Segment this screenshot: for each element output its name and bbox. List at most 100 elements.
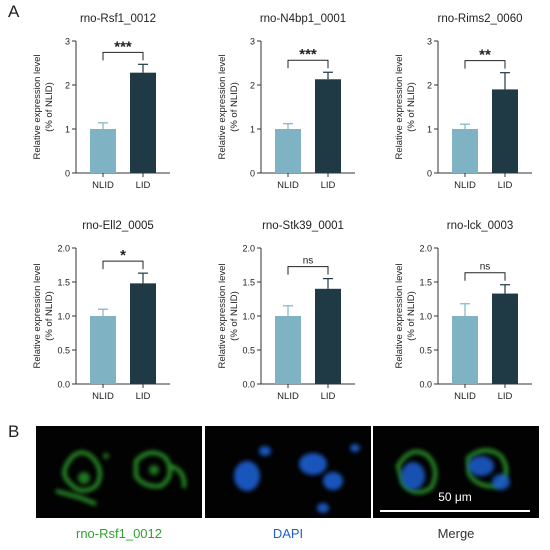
- significance-label: ns: [480, 262, 491, 273]
- x-tick-label: NLID: [454, 180, 476, 191]
- y-axis-label: Relative expression level: [394, 263, 405, 368]
- bar-chart-ell2: rno-Ell2_0005 0.0 0.5 1.0 1.5 2.0 Relative exp…: [32, 220, 170, 402]
- y-tick-label: 3: [65, 37, 70, 47]
- y-axis-label: Relative expression level: [394, 54, 405, 159]
- bar-chart-stk39: rno-Stk39_0001 0.0 0.5 1.0 1.5 2.0 Relative ex…: [217, 220, 355, 402]
- caption-merge: Merge: [437, 526, 475, 541]
- bar-nlid: [90, 316, 116, 384]
- chart-title: rno-Rsf1_0012: [80, 13, 156, 25]
- y-tick-label: 0.5: [419, 346, 432, 356]
- x-tick-label: LID: [498, 391, 513, 402]
- micrograph-merge: [373, 426, 539, 518]
- significance-label: ***: [114, 38, 132, 55]
- x-tick-label: LID: [136, 391, 151, 402]
- panel-b-label: B: [8, 422, 20, 441]
- y-axis-label: Relative expression level: [217, 54, 228, 159]
- chart-title: rno-N4bp1_0001: [260, 13, 346, 25]
- y-tick-label: 2: [250, 81, 255, 91]
- bar-nlid: [452, 129, 478, 173]
- x-tick-label: LID: [498, 180, 513, 191]
- y-tick-label: 0: [427, 169, 432, 179]
- x-tick-label: NLID: [277, 391, 299, 402]
- x-tick-label: LID: [321, 391, 336, 402]
- bar-nlid: [90, 129, 116, 173]
- caption-dapi: DAPI: [272, 526, 304, 541]
- y-axis-label-unit: (% of NLID): [44, 82, 55, 132]
- chart-title: rno-lck_0003: [447, 220, 513, 232]
- y-tick-label: 1.0: [242, 312, 255, 322]
- bar-lid: [492, 293, 518, 384]
- y-tick-label: 0: [65, 169, 70, 179]
- y-tick-label: 2.0: [419, 244, 432, 254]
- y-tick-label: 2: [427, 81, 432, 91]
- bar-lid: [315, 288, 341, 384]
- y-tick-label: 3: [250, 37, 255, 47]
- bar-chart-n4bp1: rno-N4bp1_0001 0 1 2 3 Relative expression le…: [217, 13, 355, 191]
- y-tick-label: 2.0: [242, 244, 255, 254]
- y-tick-label: 0.0: [242, 380, 255, 390]
- y-tick-label: 1: [427, 125, 432, 135]
- merged-signal-image: [395, 448, 510, 495]
- bar-nlid: [275, 129, 301, 173]
- y-tick-label: 1.5: [419, 278, 432, 288]
- significance-label: ns: [303, 256, 314, 267]
- significance-bracket: [464, 272, 506, 281]
- x-tick-label: NLID: [92, 180, 114, 191]
- scale-bar-label: 50 μm: [438, 490, 472, 504]
- significance-bracket: [102, 51, 144, 61]
- bar-lid: [315, 79, 341, 173]
- y-tick-label: 1.0: [419, 312, 432, 322]
- bar-nlid: [452, 316, 478, 384]
- bar-lid: [130, 72, 156, 173]
- panel-a-label: A: [8, 2, 20, 21]
- significance-bracket: [287, 266, 329, 275]
- bar-nlid: [275, 316, 301, 384]
- x-tick-label: NLID: [454, 391, 476, 402]
- y-tick-label: 0.5: [242, 346, 255, 356]
- y-axis-label: Relative expression level: [32, 263, 43, 368]
- y-axis-label: Relative expression level: [217, 263, 228, 368]
- caption-rsf1: rno-Rsf1_0012: [76, 526, 162, 541]
- x-tick-label: NLID: [92, 391, 114, 402]
- y-tick-label: 1: [65, 125, 70, 135]
- y-tick-label: 0.0: [419, 380, 432, 390]
- y-tick-label: 1.5: [57, 278, 70, 288]
- green-signal-image: [55, 450, 187, 506]
- micrograph-rsf1: [36, 426, 202, 518]
- x-tick-label: LID: [136, 180, 151, 191]
- y-tick-label: 0.5: [57, 346, 70, 356]
- y-axis-label-unit: (% of NLID): [44, 291, 55, 341]
- chart-title: rno-Stk39_0001: [262, 220, 344, 232]
- scale-bar: [380, 510, 530, 512]
- bar-chart-rims2: rno-Rims2_0060 0 1 2 3 Relative expression le…: [394, 13, 532, 191]
- y-axis-label-unit: (% of NLID): [406, 291, 417, 341]
- y-tick-label: 3: [427, 37, 432, 47]
- x-tick-label: NLID: [277, 180, 299, 191]
- chart-title: rno-Ell2_0005: [82, 220, 154, 232]
- y-axis-label: Relative expression level: [32, 54, 43, 159]
- chart-title: rno-Rims2_0060: [437, 13, 522, 25]
- significance-bracket: [102, 260, 144, 270]
- y-tick-label: 1.5: [242, 278, 255, 288]
- micrograph-dapi: [205, 426, 371, 518]
- significance-bracket: [464, 60, 506, 69]
- y-tick-label: 0.0: [57, 380, 70, 390]
- y-tick-label: 2.0: [57, 244, 70, 254]
- y-tick-label: 0: [250, 169, 255, 179]
- y-axis-label-unit: (% of NLID): [229, 291, 240, 341]
- y-axis-label-unit: (% of NLID): [229, 82, 240, 132]
- bar-lid: [492, 89, 518, 173]
- x-tick-label: LID: [321, 180, 336, 191]
- significance-label: ***: [299, 46, 317, 63]
- y-tick-label: 2: [65, 81, 70, 91]
- bar-chart-rsf1: rno-Rsf1_0012 0 1 2 3 Relative expression lev…: [32, 13, 170, 191]
- significance-label: **: [479, 47, 491, 64]
- significance-bracket: [287, 59, 329, 69]
- blue-signal-image: [234, 444, 360, 513]
- y-axis-label-unit: (% of NLID): [406, 82, 417, 132]
- y-tick-label: 1: [250, 125, 255, 135]
- y-tick-label: 1.0: [57, 312, 70, 322]
- significance-label: *: [120, 247, 126, 264]
- bar-lid: [130, 283, 156, 384]
